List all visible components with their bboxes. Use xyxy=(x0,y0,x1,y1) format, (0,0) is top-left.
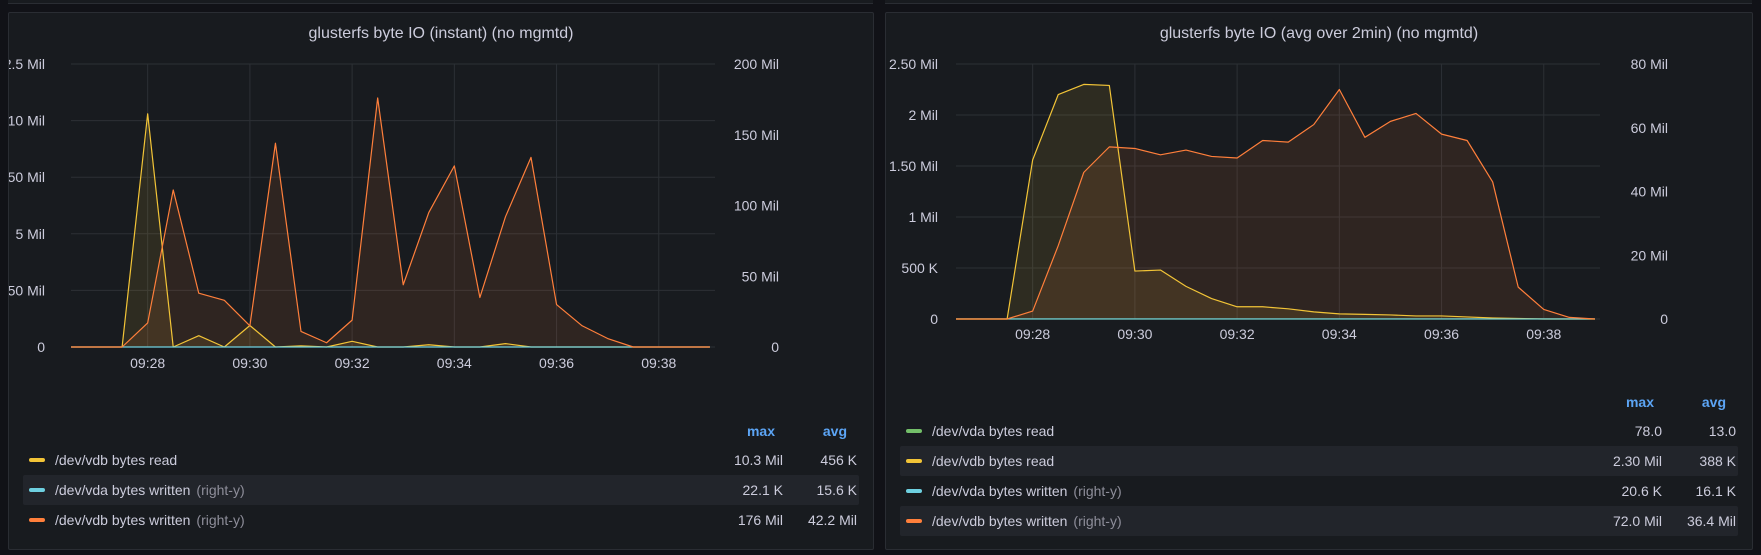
y-left-tick-label: 500 K xyxy=(901,260,938,276)
legend-item-max: 72.0 Mil xyxy=(1612,513,1662,529)
x-tick-label: 09:36 xyxy=(539,355,574,371)
legend-item[interactable]: /dev/vda bytes read 78.0 13.0 xyxy=(900,416,1738,446)
series-line-3 xyxy=(956,88,1595,320)
series-area-1 xyxy=(956,84,1595,320)
legend-item-suffix: (right-y) xyxy=(196,512,245,528)
x-tick-label: 09:32 xyxy=(335,355,370,371)
legend-item-name: /dev/vda bytes read xyxy=(932,423,1055,439)
legend-swatch xyxy=(906,489,922,493)
series-area-0 xyxy=(71,113,710,347)
y-right-tick-label: 0 xyxy=(1660,311,1668,327)
y-right-tick-label: 200 Mil xyxy=(734,56,779,72)
chart-avg: 0 500 K 1 Mil 1.50 Mil 2 Mil 2.50 Mil 0 20 Mil 4… xyxy=(889,56,1668,342)
legend-item-name: /dev/vda bytes written xyxy=(932,483,1068,499)
legend-item-max: 176 Mil xyxy=(737,512,783,528)
x-tick-label: 09:28 xyxy=(130,355,165,371)
y-right-tick-label: 40 Mil xyxy=(1631,184,1668,200)
x-tick-label: 09:34 xyxy=(437,355,472,371)
legend-swatch xyxy=(29,458,45,462)
x-tick-label: 09:38 xyxy=(1526,326,1561,342)
legend-item-max: 10.3 Mil xyxy=(733,452,783,468)
legend-swatch xyxy=(906,459,922,463)
legend-item-suffix: (right-y) xyxy=(1073,513,1122,529)
legend-swatch xyxy=(906,519,922,523)
legend-item-max: 20.6 K xyxy=(1621,483,1662,499)
legend-item-name: /dev/vdb bytes written xyxy=(55,512,191,528)
legend-header-avg[interactable]: avg xyxy=(822,423,847,439)
panel-instant-byte-io[interactable]: glusterfs byte IO (instant) (no mgmtd) 0… xyxy=(8,12,874,550)
chart-instant: 0 2.50 Mil 5 Mil 7.50 Mil 10 Mil 12.5 Mil 0 50 … xyxy=(9,56,779,371)
legend-item[interactable]: /dev/vda bytes written (right-y) 20.6 K 1… xyxy=(900,476,1738,506)
y-left-tick-label: 1 Mil xyxy=(908,209,938,225)
y-left-tick-label: 0 xyxy=(930,311,938,327)
y-left-tick-label: 2.50 Mil xyxy=(9,282,45,298)
x-tick-label: 09:36 xyxy=(1424,326,1459,342)
y-right-tick-label: 80 Mil xyxy=(1631,56,1668,72)
legend-item-avg: 15.6 K xyxy=(816,482,857,498)
legend-swatch xyxy=(906,429,922,433)
legend-item-avg: 42.2 Mil xyxy=(807,512,857,528)
x-tick-label: 09:30 xyxy=(1117,326,1152,342)
y-right-tick-label: 50 Mil xyxy=(742,268,779,284)
legend-item-avg: 36.4 Mil xyxy=(1686,513,1736,529)
y-right-tick-label: 150 Mil xyxy=(734,127,779,143)
series-line-2 xyxy=(71,97,710,348)
panel-title[interactable]: glusterfs byte IO (instant) (no mgmtd) xyxy=(308,25,574,42)
panel-title[interactable]: glusterfs byte IO (avg over 2min) (no mg… xyxy=(1159,25,1479,42)
legend-item-avg: 456 K xyxy=(820,452,857,468)
legend-header-max[interactable]: max xyxy=(746,423,775,439)
series-area-2 xyxy=(71,97,710,348)
y-left-tick-label: 0 xyxy=(37,339,45,355)
legend-item-max: 2.30 Mil xyxy=(1612,453,1662,469)
y-left-tick-label: 12.5 Mil xyxy=(9,56,45,72)
legend: max avg /dev/vdb bytes read 10.3 Mil 456… xyxy=(23,423,859,535)
y-right-tick-label: 60 Mil xyxy=(1631,120,1668,136)
x-tick-label: 09:38 xyxy=(641,355,676,371)
panel-avg-byte-io[interactable]: glusterfs byte IO (avg over 2min) (no mg… xyxy=(885,12,1753,550)
series-line-1 xyxy=(956,83,1595,320)
legend-swatch xyxy=(29,518,45,522)
series-area-3 xyxy=(956,89,1595,319)
top-panel-strip xyxy=(0,0,1761,4)
legend-item-suffix: (right-y) xyxy=(196,482,245,498)
legend: max avg /dev/vda bytes read 78.0 13.0 /d… xyxy=(900,394,1738,536)
legend-item-name: /dev/vda bytes written xyxy=(55,482,191,498)
legend-item-suffix: (right-y) xyxy=(1073,483,1122,499)
legend-item[interactable]: /dev/vdb bytes read 2.30 Mil 388 K xyxy=(900,446,1738,476)
legend-item-avg: 388 K xyxy=(1699,453,1736,469)
legend-header: max avg xyxy=(900,394,1738,416)
legend-header: max avg xyxy=(23,423,859,445)
legend-item-name: /dev/vdb bytes written xyxy=(932,513,1068,529)
legend-item[interactable]: /dev/vdb bytes written (right-y) 72.0 Mil… xyxy=(900,506,1738,536)
y-left-tick-label: 10 Mil xyxy=(9,113,45,129)
legend-item[interactable]: /dev/vdb bytes written (right-y) 176 Mil … xyxy=(23,505,859,535)
x-tick-label: 09:30 xyxy=(232,355,267,371)
x-tick-label: 09:32 xyxy=(1220,326,1255,342)
y-right-tick-label: 100 Mil xyxy=(734,198,779,214)
legend-item-max: 22.1 K xyxy=(742,482,783,498)
legend-item-name: /dev/vdb bytes read xyxy=(932,453,1055,469)
y-left-tick-label: 1.50 Mil xyxy=(889,158,938,174)
x-tick-label: 09:34 xyxy=(1322,326,1357,342)
legend-item-max: 78.0 xyxy=(1634,423,1662,439)
legend-item-avg: 13.0 xyxy=(1708,423,1736,439)
legend-header-avg[interactable]: avg xyxy=(1701,394,1726,410)
legend-item-avg: 16.1 K xyxy=(1695,483,1736,499)
legend-item[interactable]: /dev/vdb bytes read 10.3 Mil 456 K xyxy=(23,445,859,475)
legend-item-name: /dev/vdb bytes read xyxy=(55,452,178,468)
y-right-tick-label: 20 Mil xyxy=(1631,247,1668,263)
legend-header-max[interactable]: max xyxy=(1625,394,1654,410)
legend-swatch xyxy=(29,488,45,492)
y-left-tick-label: 5 Mil xyxy=(15,226,45,242)
legend-item[interactable]: /dev/vda bytes written (right-y) 22.1 K 1… xyxy=(23,475,859,505)
y-left-tick-label: 2 Mil xyxy=(908,107,938,123)
y-left-tick-label: 7.50 Mil xyxy=(9,169,45,185)
y-right-tick-label: 0 xyxy=(771,339,779,355)
x-tick-label: 09:28 xyxy=(1015,326,1050,342)
y-left-tick-label: 2.50 Mil xyxy=(889,56,938,72)
